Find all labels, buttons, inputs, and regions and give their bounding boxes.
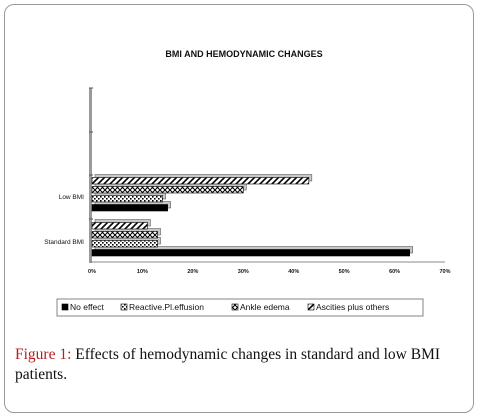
x-tick-label: 20% (187, 269, 198, 275)
legend-swatch (61, 303, 69, 311)
category-label: Standard BMI (44, 239, 84, 246)
x-tick-label: 30% (238, 269, 249, 275)
legend-box (56, 298, 424, 317)
bar-no-effect-0 (91, 249, 411, 257)
legend: No effect Reactive.Pl.effusion Ankle edema… (61, 302, 389, 312)
x-tick-label: 0% (88, 269, 96, 275)
figure-caption: Figure 1: Effects of hemodynamic changes… (15, 345, 467, 385)
legend-label: Ankle edema (240, 302, 290, 312)
x-tick-label: 40% (288, 269, 299, 275)
bar-ascities-plus-others-0 (91, 222, 148, 230)
figure-frame (4, 4, 474, 413)
category-labels: Standard BMI Low BMI (44, 194, 84, 246)
chart: BMI AND HEMODYNAMIC CHANGES Standard BMI… (44, 49, 451, 317)
figure-text: Effects of hemodynamic changes in standa… (15, 346, 441, 383)
figure-label: Figure 1: (15, 346, 72, 363)
bar-ankle-edema-0 (91, 231, 158, 239)
x-tick-labels: 0% 10% 20% 30% 40% 50% 60% 70% (88, 269, 451, 275)
legend-label: No effect (70, 302, 105, 312)
bar-no-effect-1 (91, 204, 168, 212)
chart-title: BMI AND HEMODYNAMIC CHANGES (165, 49, 322, 59)
x-tick-label: 50% (339, 269, 350, 275)
bar-ankle-edema-1 (91, 186, 244, 194)
legend-swatch (231, 303, 239, 311)
x-tick-label: 10% (137, 269, 148, 275)
category-label: Low BMI (59, 194, 84, 201)
bars-group (91, 174, 413, 257)
legend-label: Reactive.Pl.effusion (129, 302, 204, 312)
x-tick-label: 60% (389, 269, 400, 275)
bar-reactive-pl-effusion-1 (91, 195, 163, 203)
legend-swatch (120, 303, 128, 311)
bar-reactive-pl-effusion-0 (91, 240, 158, 248)
legend-swatch (307, 303, 315, 311)
bar-ascities-plus-others-1 (91, 177, 310, 185)
legend-label: Ascities plus others (316, 302, 389, 312)
x-tick-label: 70% (439, 269, 450, 275)
